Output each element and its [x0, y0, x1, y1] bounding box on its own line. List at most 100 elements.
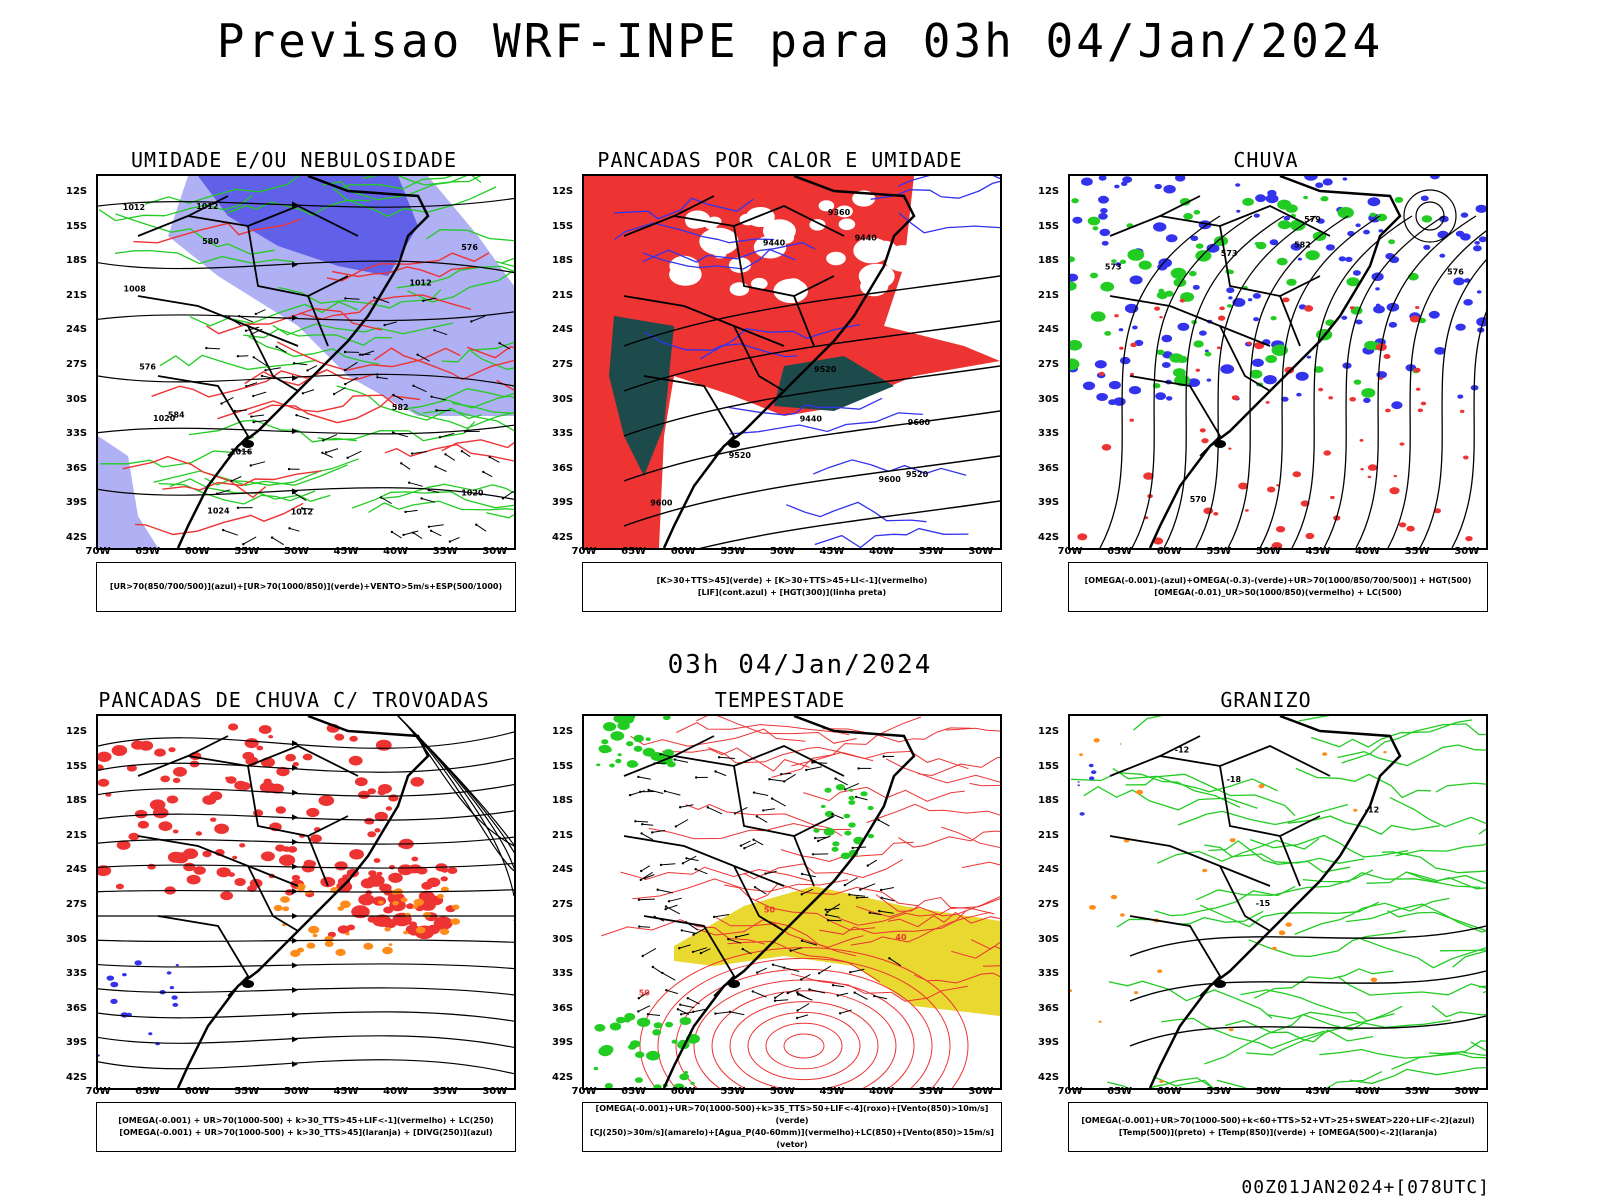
latitude-label: 15S — [66, 760, 88, 772]
forecast-map: 9600 9600 9520 9440 9440 9360 9520 9440 9600 9520 — [584, 176, 1000, 548]
contour-label: 576 — [461, 243, 478, 252]
longitude-label: 35W — [1404, 546, 1430, 557]
legend-line: [LIF](cont.azul) + [HGT(300)](linha pret… — [697, 588, 887, 597]
latitude-label: 39S — [66, 497, 88, 509]
latitude-label: 39S — [552, 1037, 574, 1049]
longitude-label: 55W — [720, 546, 746, 557]
latitude-label: 12S — [66, 186, 88, 197]
latitude-label: 30S — [66, 393, 88, 405]
forecast-map — [98, 716, 514, 1088]
latitude-label: 33S — [1038, 968, 1060, 980]
longitude-label: 50W — [1255, 1086, 1281, 1097]
latitude-label: 36S — [552, 462, 574, 474]
contour-label: 9600 — [908, 418, 931, 427]
forecast-map: -12 -15 -18 -12 — [1070, 716, 1486, 1088]
latitude-label: 24S — [66, 864, 88, 876]
longitude-label: 35W — [918, 546, 944, 557]
longitude-label: 70W — [85, 1086, 111, 1097]
contour-label: 579 — [1304, 215, 1321, 224]
longitude-label: 35W — [432, 546, 458, 557]
longitude-label: 65W — [135, 546, 161, 557]
contour-label: 1012 — [409, 278, 431, 287]
panel-title: PANCADAS POR CALOR E UMIDADE — [597, 148, 963, 172]
latitude-label: 33S — [1038, 428, 1060, 440]
longitude-label: 65W — [1107, 546, 1133, 557]
latitude-label: 24S — [552, 324, 574, 336]
latitude-label: 39S — [66, 1037, 88, 1049]
contour-label: 1020 — [461, 489, 484, 498]
longitude-label: 50W — [283, 546, 309, 557]
longitude-label: 40W — [869, 546, 895, 557]
longitude-label: 30W — [482, 1086, 508, 1097]
longitude-label: 40W — [383, 1086, 409, 1097]
longitude-label: 45W — [819, 546, 845, 557]
contour-label: 582 — [1294, 241, 1311, 250]
contour-label: 584 — [168, 411, 185, 420]
longitude-label: 30W — [1454, 546, 1480, 557]
contour-label: 573 — [1221, 249, 1238, 258]
panel-legend: [K>30+TTS>45](verde) + [K>30+TTS>45+LI<-… — [582, 562, 1002, 612]
longitude-label: 35W — [918, 1086, 944, 1097]
latitude-label: 27S — [1038, 899, 1060, 910]
longitude-label: 65W — [621, 546, 647, 557]
latitude-label: 15S — [1038, 220, 1060, 232]
latitude-label: 12S — [66, 726, 88, 737]
latitude-label: 18S — [66, 255, 88, 267]
contour-label: 40 — [895, 933, 907, 942]
longitude-label: 50W — [283, 1086, 309, 1097]
latitude-label: 30S — [66, 933, 88, 945]
latitude-label: 30S — [552, 933, 574, 945]
latitude-label: 18S — [1038, 255, 1060, 267]
latitude-label: 36S — [1038, 462, 1060, 474]
legend-line: [OMEGA(-0.001)+UR>70(1000-500)+k<60+TTS>… — [1081, 1116, 1475, 1125]
panel-legend: [OMEGA(-0.001)+UR>70(1000-500)+k>35_TTS>… — [582, 1102, 1002, 1152]
forecast-map: 1012 1012 1012 1016 1008 1020 1024 1020 1012 576 5… — [98, 176, 514, 548]
longitude-label: 60W — [184, 546, 210, 557]
map-panel: PANCADAS POR CALOR E UMIDADE 9600 9600 9520… — [552, 148, 1002, 628]
latitude-label: 39S — [1038, 497, 1060, 509]
latitude-label: 21S — [552, 829, 574, 841]
latitude-label: 24S — [552, 864, 574, 876]
longitude-label: 40W — [383, 546, 409, 557]
longitude-label: 30W — [968, 546, 994, 557]
longitude-label: 35W — [432, 1086, 458, 1097]
panel-title: TEMPESTADE — [714, 688, 846, 712]
latitude-label: 18S — [66, 795, 88, 807]
panel-legend: [UR>70(850/700/500)](azul)+[UR>70(1000/8… — [96, 562, 516, 612]
latitude-label: 42S — [1038, 1072, 1060, 1083]
contour-label: -15 — [1256, 899, 1271, 908]
longitude-label: 45W — [333, 546, 359, 557]
longitude-label: 55W — [720, 1086, 746, 1097]
map-panel: UMIDADE E/OU NEBULOSIDADE 1012 1012 1012 101… — [66, 148, 516, 628]
contour-label: 1012 — [196, 202, 218, 211]
latitude-label: 21S — [66, 829, 88, 841]
contour-label: 9520 — [814, 365, 837, 374]
contour-label: 1020 — [153, 414, 176, 423]
latitude-label: 30S — [1038, 393, 1060, 405]
latitude-label: 18S — [552, 795, 574, 807]
longitude-label: 30W — [482, 546, 508, 557]
longitude-label: 45W — [333, 1086, 359, 1097]
map-area: 50 50 40 — [582, 714, 1002, 1090]
latitude-label: 36S — [66, 1002, 88, 1014]
latitude-label: 15S — [552, 220, 574, 232]
map-panel: PANCADAS DE CHUVA C/ TROVOADAS 12S 15S 18S 2… — [66, 688, 516, 1168]
latitude-label: 24S — [66, 324, 88, 336]
latitude-label: 36S — [552, 1002, 574, 1014]
latitude-label: 18S — [1038, 795, 1060, 807]
latitude-label: 27S — [1038, 359, 1060, 370]
legend-line: [OMEGA(-0.001) + UR>70(1000-500) + k>30_… — [119, 1128, 493, 1137]
panel-title: GRANIZO — [1220, 688, 1312, 712]
latitude-label: 27S — [66, 359, 88, 370]
panel-title: UMIDADE E/OU NEBULOSIDADE — [130, 148, 458, 172]
contour-label: 9520 — [906, 470, 929, 479]
map-panel: GRANIZO -12 -15 -18 -12 12S 15S 18S 21S 24S 27S 30S… — [1038, 688, 1488, 1168]
contour-label: 9440 — [855, 233, 878, 242]
latitude-label: 15S — [66, 220, 88, 232]
longitude-label: 60W — [1156, 546, 1182, 557]
legend-line: [Temp(500)](preto) + [Temp(850)](verde) … — [1118, 1128, 1438, 1137]
latitude-label: 21S — [1038, 289, 1060, 301]
longitude-label: 60W — [670, 546, 696, 557]
latitude-label: 42S — [66, 532, 88, 543]
longitude-label: 50W — [769, 1086, 795, 1097]
